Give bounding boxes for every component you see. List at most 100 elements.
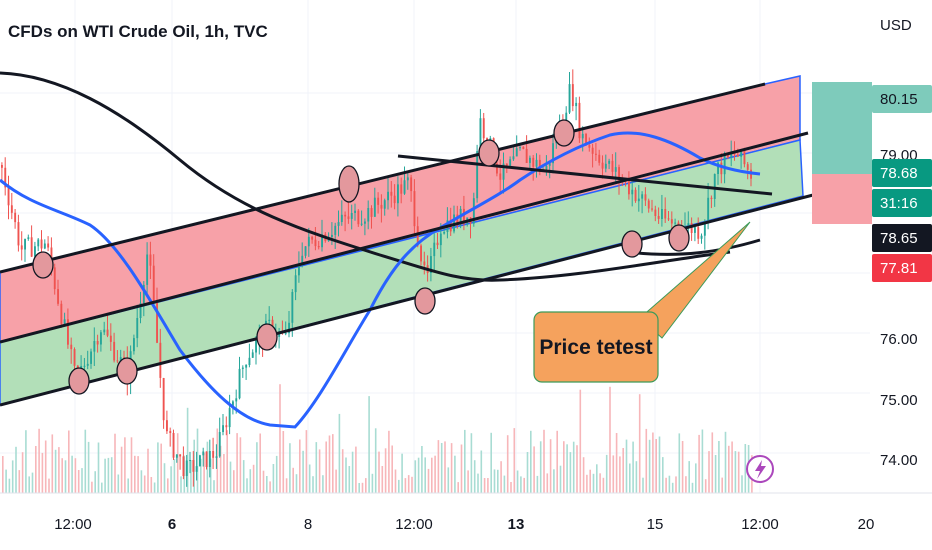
volume-bar: [64, 460, 67, 493]
volume-bar: [328, 435, 331, 493]
volume-bar: [668, 475, 671, 493]
volume-bar: [450, 443, 453, 493]
volume-bar: [335, 469, 337, 493]
trendline-support-curve[interactable]: [627, 238, 761, 256]
candle-body: [175, 454, 178, 458]
volume-bar: [711, 432, 714, 493]
candle-body: [156, 302, 158, 343]
volume-bar: [48, 478, 50, 493]
candle-body: [657, 216, 660, 219]
volume-bar: [249, 469, 252, 493]
volume-bar: [737, 451, 740, 493]
volume-bar: [351, 451, 354, 493]
volume-bar: [259, 433, 261, 493]
moving-average-black[interactable]: [0, 71, 731, 282]
candle-body: [195, 466, 198, 472]
candle-body: [700, 235, 703, 239]
volume-bar: [440, 443, 443, 493]
volume-bar: [467, 470, 469, 493]
volume-bar: [645, 428, 648, 493]
volume-bar: [612, 455, 615, 493]
volume-bar: [530, 430, 532, 493]
volume-bar: [473, 460, 476, 493]
volume-bar: [704, 479, 707, 493]
lightning-icon[interactable]: [746, 455, 774, 483]
volume-bar: [681, 441, 684, 493]
candle-body: [420, 245, 422, 262]
candle-body: [162, 378, 165, 421]
candle-body: [331, 234, 333, 237]
candle-body: [360, 223, 363, 225]
candle-body: [93, 341, 96, 352]
volume-bar: [434, 455, 436, 493]
volume-bar: [365, 478, 367, 493]
volume-bar: [497, 469, 499, 493]
volume-bar: [648, 439, 651, 493]
candle-body: [746, 164, 749, 170]
candle-body: [575, 102, 578, 107]
candle-body: [225, 425, 228, 428]
volume-bar: [341, 449, 344, 493]
candle-body: [614, 167, 617, 172]
volume-bar: [477, 473, 479, 493]
candle-body: [496, 163, 498, 174]
candle-body: [532, 157, 535, 167]
volume-bar: [91, 481, 93, 493]
volume-bar: [480, 450, 483, 493]
volume-bar: [513, 428, 516, 493]
candle-body: [314, 239, 317, 247]
volume-bar: [124, 437, 126, 493]
channel-lower-zone[interactable]: [0, 139, 804, 406]
volume-bar: [68, 430, 70, 493]
volume-bar: [239, 437, 242, 493]
volume-bar: [500, 461, 502, 493]
volume-bar: [503, 475, 506, 493]
volume-bar: [533, 446, 535, 493]
volume-bar: [635, 461, 638, 493]
candle-body: [218, 432, 221, 457]
candle-body: [103, 329, 106, 333]
candle-body: [397, 184, 399, 204]
volume-bar: [305, 430, 308, 493]
candle-body: [248, 357, 251, 365]
touch-marker: [668, 224, 690, 252]
price-retest-callout[interactable]: Price tetest: [533, 221, 751, 383]
candle-body: [245, 365, 248, 368]
candle-body: [720, 162, 723, 175]
candle-body: [647, 200, 650, 209]
candle-body: [519, 147, 521, 149]
moving-average-blue[interactable]: [0, 131, 761, 429]
candle-body: [34, 246, 36, 257]
candle-body: [63, 319, 66, 324]
volume-bar: [678, 433, 681, 493]
volume-bar: [510, 482, 512, 493]
price-tag-bg: [872, 224, 932, 252]
volume-bar: [701, 429, 704, 493]
volume-bar: [25, 430, 27, 493]
volume-bar: [325, 441, 327, 493]
volume-bar: [506, 435, 509, 493]
volume-bar: [170, 466, 172, 493]
candle-body: [664, 209, 667, 219]
candle-body: [344, 214, 347, 217]
volume-bar: [638, 394, 641, 493]
volume-bar: [553, 469, 555, 493]
volume-bar: [625, 439, 628, 493]
volume-bar: [110, 457, 113, 493]
volume-bar: [526, 452, 529, 493]
x-axis[interactable]: 12:00 6 8 12:00 13 15 12:00 20: [54, 516, 874, 533]
price-tag-label: 80.15: [880, 91, 918, 108]
candle-body: [185, 460, 188, 476]
candle-body: [53, 267, 56, 290]
candle-body: [199, 455, 201, 467]
volume-bar: [295, 474, 298, 493]
touch-marker: [338, 165, 360, 203]
volume-bar: [483, 478, 486, 493]
volume-bar: [454, 455, 456, 493]
volume-bar: [338, 413, 341, 493]
trendline-descending[interactable]: [397, 154, 773, 196]
trendline-channel-middle[interactable]: [0, 131, 809, 344]
volume-bar: [173, 458, 176, 493]
trendline-channel-top[interactable]: [0, 82, 766, 274]
